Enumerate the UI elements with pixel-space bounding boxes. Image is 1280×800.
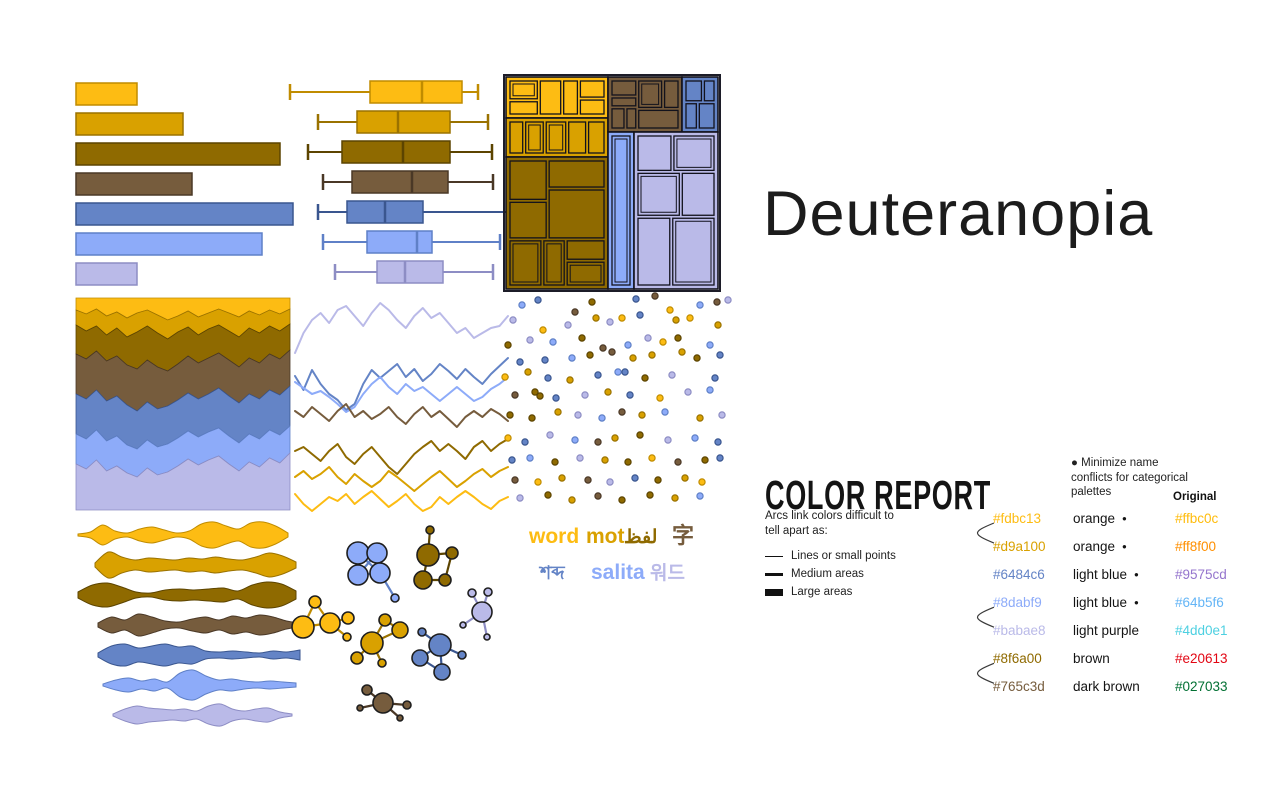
palette-note: ● Minimize name conflicts for categorica… <box>1071 457 1188 499</box>
name-conflict-dot: ● <box>1122 542 1127 552</box>
legend-item: Medium areas <box>765 565 925 583</box>
original-hex: #e20613 <box>1175 651 1228 667</box>
word-cloud-word: word <box>528 525 579 548</box>
network-chart <box>291 525 493 722</box>
word-cloud-word: 워드 <box>650 562 685 584</box>
palette-hex: #765c3d <box>993 679 1045 695</box>
original-hex: #64b5f6 <box>1175 595 1224 611</box>
color-name: light blue ● <box>1073 567 1139 583</box>
name-conflict-dot: ● <box>1134 598 1139 608</box>
report-title: COLOR REPORT <box>765 472 991 519</box>
palette-hex: #fdbc13 <box>993 511 1042 526</box>
color-row: #8f6a00 brown #e20613 <box>975 645 1275 673</box>
color-row: #d9a100 orange ● #ff8f00 <box>975 533 1275 561</box>
color-row: #fdbc13 orange ● #ffbc0c <box>975 505 1275 533</box>
color-row: #6484c6 light blue ● #9575cd <box>975 561 1275 589</box>
scatter-plot <box>501 292 732 504</box>
conflict-arcs <box>976 522 995 684</box>
name-conflict-dot: ● <box>1122 514 1127 523</box>
word-cloud-word: শব্দ <box>538 563 565 584</box>
arc-legend-items: Lines or small points Medium areas Large a… <box>765 547 925 601</box>
word-cloud-word: salita <box>591 561 645 584</box>
legend-label: Medium areas <box>791 568 864 580</box>
line-chart <box>294 302 509 512</box>
palette-hex: #8dabf9 <box>993 595 1042 611</box>
original-hex: #9575cd <box>1175 567 1227 583</box>
legend-label: Lines or small points <box>791 550 896 562</box>
palette-hex: #babae8 <box>993 623 1046 639</box>
palette-hex: #d9a100 <box>993 539 1046 555</box>
palette-hex: #6484c6 <box>993 567 1045 583</box>
color-row: #babae8 light purple #4dd0e1 <box>975 617 1275 645</box>
color-name: dark brown <box>1073 679 1140 695</box>
palette-hex: #8f6a00 <box>993 651 1042 667</box>
simulation-title: Deuteranopia <box>763 179 1154 250</box>
legend-item: Large areas <box>765 583 925 601</box>
color-row: #765c3d dark brown #027033 <box>975 673 1275 701</box>
palette-example-charts: word mot لفظ 字 শব্দ salita 워드 <box>75 74 732 727</box>
word-cloud: word mot لفظ 字 শব্দ salita 워드 <box>528 523 694 584</box>
line-weight-swatch <box>765 588 783 596</box>
color-name: brown <box>1073 651 1110 667</box>
original-hex: #ff8f00 <box>1175 539 1217 555</box>
line-weight-swatch <box>765 555 783 557</box>
word-cloud-word: 字 <box>672 523 694 548</box>
original-hex: #4dd0e1 <box>1175 623 1228 639</box>
color-row: #8dabf9 light blue ● #64b5f6 <box>975 589 1275 617</box>
legend-item: Lines or small points <box>765 547 925 565</box>
treemap-chart <box>503 74 721 292</box>
violin-chart <box>77 521 301 727</box>
box-plot-chart <box>288 80 509 284</box>
color-name: orange ● <box>1073 511 1127 526</box>
bar-chart <box>75 82 294 286</box>
stacked-area-chart <box>75 297 291 511</box>
legend-label: Large areas <box>791 586 853 598</box>
arc-legend-intro: Arcs link colors difficult to tell apart… <box>765 510 894 537</box>
word-cloud-word: لفظ <box>624 527 657 548</box>
color-name: light purple <box>1073 623 1140 639</box>
name-conflict-dot: ● <box>1134 570 1139 580</box>
original-hex: #027033 <box>1175 679 1228 695</box>
original-column-header: Original <box>1173 491 1217 503</box>
word-cloud-word: mot <box>586 525 625 548</box>
original-hex: #ffbc0c <box>1175 511 1219 526</box>
color-name: light blue ● <box>1073 595 1139 611</box>
color-name: orange ● <box>1073 539 1127 555</box>
line-weight-swatch <box>765 572 783 576</box>
color-table: #fdbc13 orange ● #ffbc0c #d9a100 orange ● #ff8f… <box>975 505 1275 705</box>
